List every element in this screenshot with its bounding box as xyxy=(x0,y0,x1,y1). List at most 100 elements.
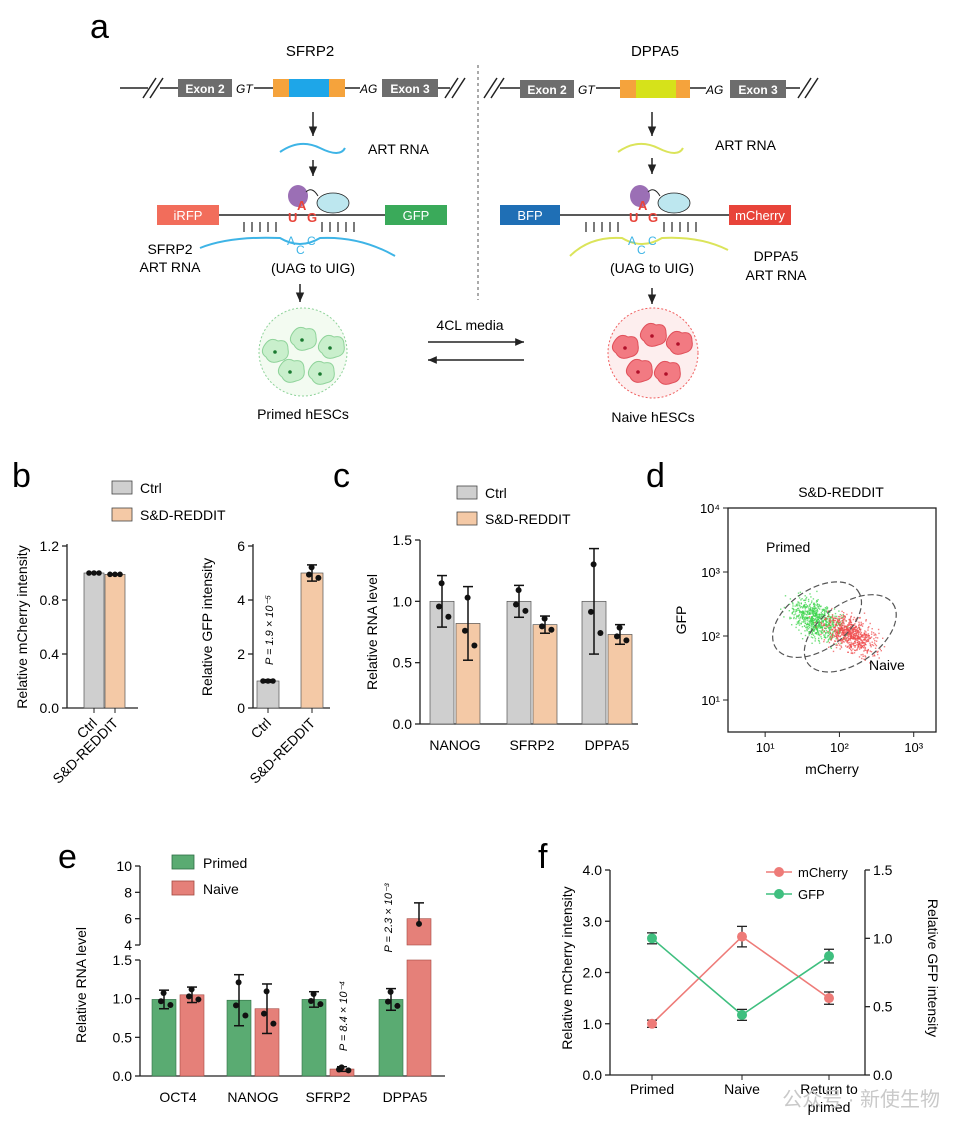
event-dot xyxy=(859,642,861,644)
legend-label: S&D-REDDIT xyxy=(140,507,226,523)
event-dot xyxy=(874,633,876,635)
event-dot xyxy=(811,609,813,612)
flow-cytometry-plot: 10¹ 10² 10³ 10¹ 10² 10³ 10⁴ mCherry GFP Primed Nai… xyxy=(673,501,937,777)
event-dot xyxy=(836,630,838,632)
event-dot xyxy=(816,610,819,613)
event-dot xyxy=(820,633,822,636)
event-dot xyxy=(809,612,811,614)
y-tick-label: 1.0 xyxy=(393,593,413,609)
panel-letter-a: a xyxy=(90,8,109,46)
event-dot xyxy=(847,651,849,653)
event-dot xyxy=(821,613,823,616)
x-tick-label: Return to xyxy=(800,1081,858,1097)
event-dot xyxy=(811,621,814,623)
event-dot xyxy=(805,618,808,620)
event-dot xyxy=(854,638,857,641)
event-dot xyxy=(842,622,845,624)
event-dot xyxy=(795,623,798,626)
gate-primed xyxy=(772,581,863,659)
event-dot xyxy=(880,650,882,652)
event-dot xyxy=(856,630,859,632)
event-dot xyxy=(858,621,860,623)
y-axis-label: Relative mCherry intensity xyxy=(14,545,30,708)
event-dot xyxy=(802,618,804,620)
event-dot xyxy=(849,639,852,641)
event-dot xyxy=(825,632,827,634)
event-dot xyxy=(877,628,880,631)
event-dot xyxy=(824,620,827,622)
event-dot xyxy=(817,631,820,633)
event-dot xyxy=(821,632,823,634)
event-dot xyxy=(814,610,817,612)
event-dot xyxy=(830,633,833,636)
event-dot xyxy=(798,603,800,605)
event-dot xyxy=(850,652,852,654)
event-dot xyxy=(818,620,821,622)
bfp-label: BFP xyxy=(517,208,542,223)
event-dot xyxy=(857,635,860,638)
event-dot xyxy=(863,635,865,637)
event-dot xyxy=(813,606,815,608)
event-dot xyxy=(822,609,824,611)
y-tick-label: 3.0 xyxy=(583,913,603,929)
event-dot xyxy=(788,603,791,605)
y-tick-label: 0.0 xyxy=(393,716,413,732)
y-tick-label: 10¹ xyxy=(701,693,720,708)
event-dot xyxy=(814,621,816,624)
event-dot xyxy=(847,636,849,638)
event-dot xyxy=(840,645,842,647)
event-dot xyxy=(831,620,833,623)
event-dot xyxy=(812,623,814,625)
event-dot xyxy=(832,650,835,653)
event-dot xyxy=(811,608,814,610)
event-dot xyxy=(835,615,838,618)
event-dot xyxy=(805,616,807,618)
event-dot xyxy=(795,603,798,606)
event-dot xyxy=(821,620,823,622)
event-dot xyxy=(812,614,815,616)
event-dot xyxy=(814,618,817,620)
event-dot xyxy=(819,617,821,619)
event-dot xyxy=(818,614,821,616)
event-dot xyxy=(796,605,798,607)
event-dot xyxy=(877,653,879,656)
sfrp2-reporter-construct: iRFP GFP U A G A C C (UAG to UIG) SFRP2 … xyxy=(140,185,447,276)
event-dot xyxy=(788,610,790,612)
event-dot xyxy=(792,611,794,613)
event-dot xyxy=(831,629,833,631)
event-dot xyxy=(815,633,818,635)
event-dot xyxy=(857,645,859,647)
event-dot xyxy=(808,604,811,606)
event-dot xyxy=(806,627,808,629)
event-dot xyxy=(867,627,869,629)
event-dot xyxy=(828,630,831,632)
event-dot xyxy=(854,649,856,651)
event-dot xyxy=(831,634,834,636)
event-dot xyxy=(845,640,847,642)
event-dot xyxy=(856,639,858,641)
event-dot xyxy=(827,639,830,641)
data-point xyxy=(263,988,270,995)
p-value-annotation: P = 2.3 × 10⁻³ xyxy=(383,883,395,952)
event-dot xyxy=(848,642,850,644)
y-tick-label: 1.2 xyxy=(40,538,60,554)
sfrp2-art-rna-line1: SFRP2 xyxy=(147,241,192,257)
event-dot xyxy=(841,634,843,636)
event-dot xyxy=(833,620,836,622)
event-dot xyxy=(845,626,847,628)
data-point xyxy=(235,979,242,986)
event-dot xyxy=(816,628,818,630)
event-dot xyxy=(835,635,837,637)
event-dot xyxy=(875,634,877,636)
event-dot xyxy=(836,639,839,641)
event-dot xyxy=(803,621,805,623)
event-dot xyxy=(832,623,835,626)
event-dot xyxy=(835,638,837,640)
event-dot xyxy=(854,637,857,640)
data-point xyxy=(308,997,314,1004)
event-dot xyxy=(801,626,804,628)
event-dot xyxy=(806,605,809,607)
event-dot xyxy=(868,634,870,637)
event-dot xyxy=(862,641,865,644)
event-dot xyxy=(811,619,814,621)
